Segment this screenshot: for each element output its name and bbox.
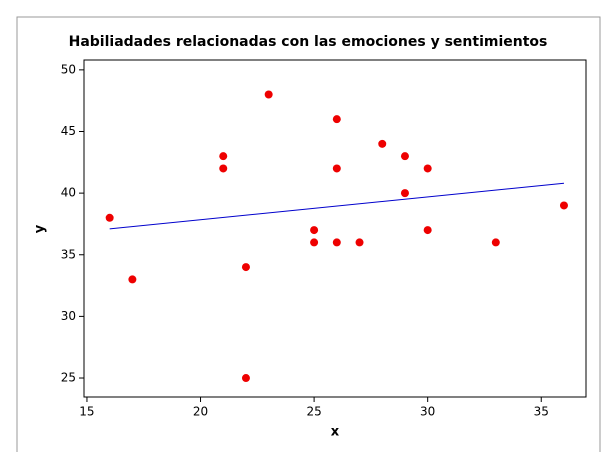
- point: [241, 263, 250, 272]
- point: [400, 152, 409, 161]
- y-tick-label: 40: [61, 186, 76, 200]
- y-tick-label: 35: [61, 247, 76, 261]
- point: [241, 374, 250, 383]
- x-tick-label: 35: [534, 405, 549, 419]
- point: [332, 164, 341, 173]
- point: [310, 226, 319, 235]
- x-tick-label: 15: [79, 405, 94, 419]
- point: [491, 238, 500, 247]
- point: [423, 164, 432, 173]
- x-tick-label: 20: [193, 405, 208, 419]
- point: [559, 201, 568, 210]
- point: [219, 164, 228, 173]
- point: [128, 275, 137, 284]
- x-tick-label: 30: [420, 405, 435, 419]
- point: [264, 90, 273, 99]
- point: [332, 238, 341, 247]
- point: [219, 152, 228, 161]
- y-tick-label: 25: [61, 371, 76, 385]
- point: [332, 115, 341, 124]
- y-tick-label: 45: [61, 124, 76, 138]
- point: [400, 189, 409, 198]
- y-tick-label: 30: [61, 309, 76, 323]
- x-axis-label: x: [331, 425, 340, 440]
- chart-title: Habiliadades relacionadas con las emocio…: [69, 34, 548, 50]
- point: [105, 213, 114, 222]
- plot-area: [83, 59, 587, 398]
- y-axis-label: y: [33, 224, 48, 233]
- point: [378, 139, 387, 148]
- y-tick-label: 50: [61, 62, 76, 76]
- x-tick-label: 25: [306, 405, 321, 419]
- point: [310, 238, 319, 247]
- fit-line: [109, 182, 565, 230]
- point: [423, 226, 432, 235]
- point: [355, 238, 364, 247]
